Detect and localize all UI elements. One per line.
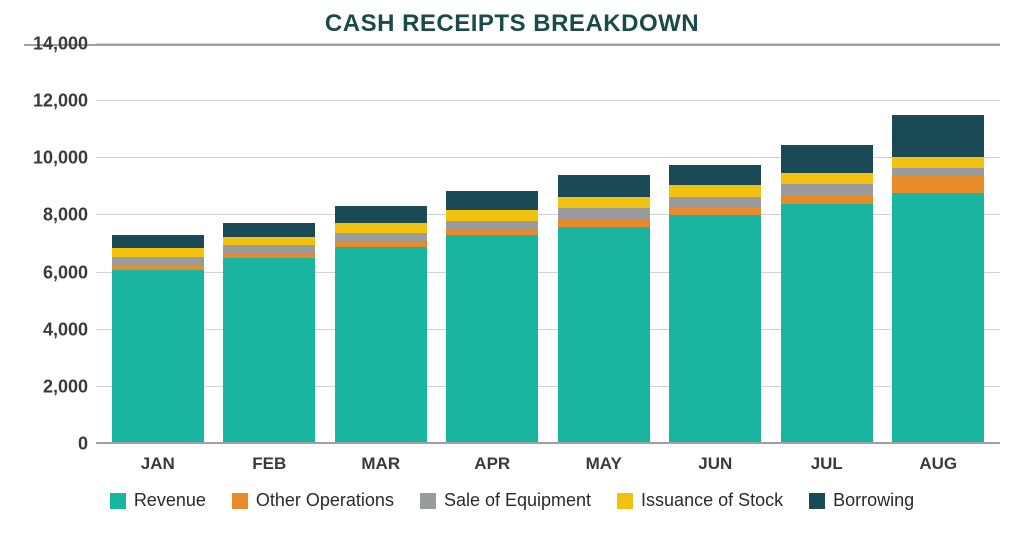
legend-item: Revenue (110, 490, 206, 511)
x-tick-label: AUG (892, 454, 984, 474)
bar-column (892, 115, 984, 444)
bar-segment (781, 195, 873, 204)
bar-segment (446, 221, 538, 230)
bar-segment (669, 165, 761, 185)
bar-segment (892, 193, 984, 444)
y-tick-label: 10,000 (33, 148, 88, 169)
y-axis: 02,0004,0006,0008,00010,00012,00014,000 (24, 46, 96, 484)
bar-column (558, 175, 650, 444)
y-tick-label: 12,000 (33, 91, 88, 112)
legend-swatch (617, 493, 633, 509)
bar-segment (223, 223, 315, 237)
bar-segment (112, 270, 204, 444)
x-tick-label: MAR (335, 454, 427, 474)
bar-segment (335, 233, 427, 242)
bar-segment (892, 115, 984, 156)
bars-container (96, 46, 1000, 444)
x-tick-label: JAN (112, 454, 204, 474)
bar-segment (446, 191, 538, 210)
x-tick-label: JUN (669, 454, 761, 474)
bar-column (446, 191, 538, 444)
bar-segment (223, 237, 315, 246)
legend-label: Revenue (134, 490, 206, 511)
y-tick-label: 0 (78, 434, 88, 455)
bar-segment (446, 235, 538, 444)
bar-column (335, 206, 427, 444)
legend-swatch (809, 493, 825, 509)
bar-segment (335, 206, 427, 223)
legend-item: Sale of Equipment (420, 490, 591, 511)
bar-segment (892, 157, 984, 168)
legend-label: Other Operations (256, 490, 394, 511)
legend-label: Sale of Equipment (444, 490, 591, 511)
bar-column (781, 145, 873, 444)
bar-segment (669, 208, 761, 215)
legend-item: Issuance of Stock (617, 490, 783, 511)
bar-column (112, 235, 204, 444)
bar-segment (558, 220, 650, 227)
bar-segment (558, 227, 650, 444)
cash-receipts-chart: CASH RECEIPTS BREAKDOWN 0 2,000 4,000 6,000… (0, 0, 1024, 552)
bar-segment (223, 245, 315, 254)
bar-segment (558, 197, 650, 208)
y-tick-label: 6,000 (43, 262, 88, 283)
bar-segment (446, 210, 538, 221)
legend-item: Borrowing (809, 490, 914, 511)
bar-segment (558, 208, 650, 219)
bar-segment (781, 204, 873, 444)
x-axis-labels: JAN FEB MAR APR MAY JUN JUL AUG (96, 444, 1000, 484)
y-tick-label: 4,000 (43, 319, 88, 340)
x-tick-label: MAY (558, 454, 650, 474)
bar-segment (781, 184, 873, 195)
bar-segment (223, 258, 315, 444)
x-tick-label: FEB (223, 454, 315, 474)
bar-column (669, 165, 761, 444)
bar-segment (112, 235, 204, 248)
chart-title: CASH RECEIPTS BREAKDOWN (24, 10, 1000, 38)
bar-segment (669, 185, 761, 196)
bar-segment (112, 257, 204, 266)
x-tick-label: JUL (781, 454, 873, 474)
x-tick-label: APR (446, 454, 538, 474)
bar-segment (112, 248, 204, 257)
bar-segment (669, 215, 761, 444)
legend-swatch (110, 493, 126, 509)
legend-swatch (232, 493, 248, 509)
y-tick-label: 2,000 (43, 376, 88, 397)
bar-segment (892, 175, 984, 192)
bar-column (223, 223, 315, 444)
bar-segment (558, 175, 650, 196)
plot-area: 02,0004,0006,0008,00010,00012,00014,000 … (24, 44, 1000, 484)
y-tick-label: 8,000 (43, 205, 88, 226)
bar-segment (335, 223, 427, 233)
legend: Revenue Other Operations Sale of Equipment… (24, 490, 1000, 511)
legend-label: Borrowing (833, 490, 914, 511)
bar-segment (669, 197, 761, 208)
gridline (96, 43, 1000, 44)
legend-swatch (420, 493, 436, 509)
y-tick-label: 14,000 (33, 34, 88, 55)
bar-segment (892, 168, 984, 175)
bar-segment (781, 145, 873, 172)
legend-item: Other Operations (232, 490, 394, 511)
legend-label: Issuance of Stock (641, 490, 783, 511)
bar-segment (335, 247, 427, 444)
bar-segment (781, 173, 873, 184)
